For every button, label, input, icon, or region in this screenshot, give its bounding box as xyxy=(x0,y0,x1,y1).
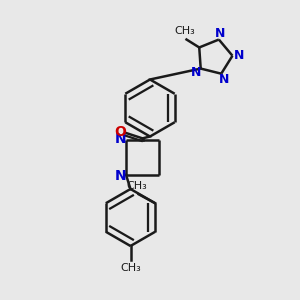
Text: N: N xyxy=(115,169,126,183)
Text: N: N xyxy=(218,73,229,86)
Text: N: N xyxy=(234,49,244,62)
Text: CH₃: CH₃ xyxy=(120,263,141,273)
Text: N: N xyxy=(215,27,226,40)
Text: CH₃: CH₃ xyxy=(175,26,195,36)
Text: N: N xyxy=(190,66,201,79)
Text: N: N xyxy=(115,132,126,146)
Text: O: O xyxy=(115,125,127,139)
Text: CH₃: CH₃ xyxy=(127,181,148,191)
